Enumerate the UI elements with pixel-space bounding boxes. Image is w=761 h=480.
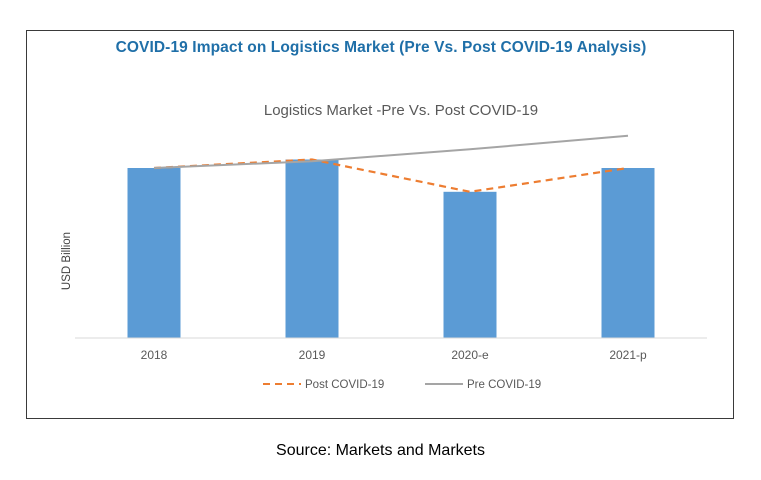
x-tick-label-2018: 2018	[141, 348, 168, 362]
x-tick-label-2020-e: 2020-e	[451, 348, 489, 362]
chart-heading: COVID-19 Impact on Logistics Market (Pre…	[115, 39, 647, 56]
source-caption: Source: Markets and Markets	[276, 442, 485, 459]
bar-2021-p	[601, 168, 655, 338]
x-tick-label-2021-p: 2021-p	[609, 348, 647, 362]
chart-area: Logistics Market -Pre Vs. Post COVID-19 U…	[61, 102, 707, 391]
chart-frame: COVID-19 Impact on Logistics Market (Pre…	[26, 30, 734, 419]
bar-2020-e	[443, 191, 497, 338]
bar-2019	[285, 159, 339, 338]
chart-title: Logistics Market -Pre Vs. Post COVID-19	[264, 102, 538, 119]
legend-label-post-covid: Post COVID-19	[305, 379, 384, 391]
series-line-post-covid	[153, 158, 629, 193]
legend-label-pre-covid: Pre COVID-19	[467, 379, 541, 391]
y-axis-label: USD Billion	[61, 232, 73, 290]
series-line-pre-covid	[153, 134, 629, 169]
bar-2018	[127, 168, 181, 338]
x-tick-label-2019: 2019	[299, 348, 326, 362]
